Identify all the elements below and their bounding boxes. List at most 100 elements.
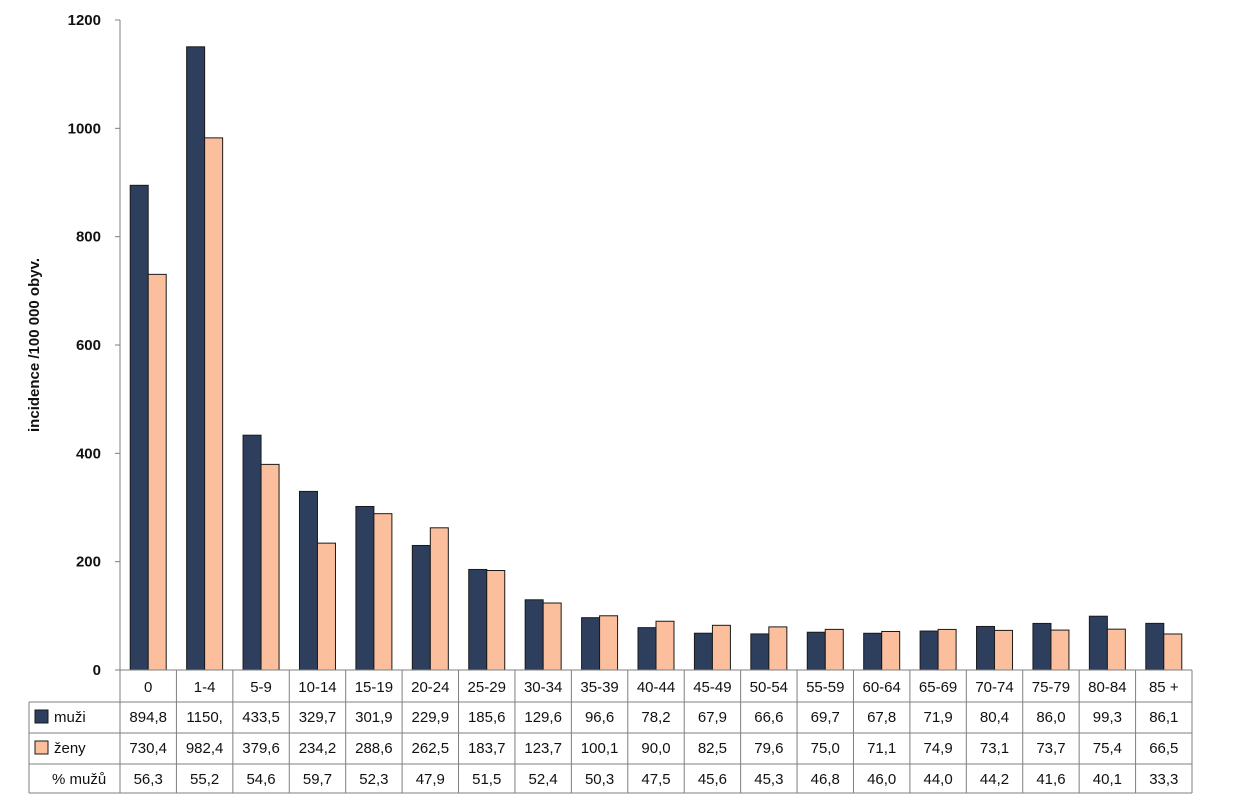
bar-muzi — [468, 568, 488, 671]
bar-zeny — [542, 602, 562, 671]
x-category-label: 5-9 — [250, 679, 272, 696]
x-category-label: 35-39 — [580, 679, 618, 696]
table-cell-value: 288,6 — [355, 740, 393, 757]
bar-muzi — [750, 633, 770, 671]
bar-muzi — [1032, 622, 1052, 671]
table-cell-value: 82,5 — [698, 740, 727, 757]
table-cell-value: 129,6 — [524, 709, 562, 726]
table-cell-value: 379,6 — [242, 740, 280, 757]
table-cell-value: 78,2 — [641, 709, 670, 726]
table-cell-value: 99,3 — [1093, 709, 1122, 726]
x-category-label: 80-84 — [1088, 679, 1126, 696]
table-cell-value: 301,9 — [355, 709, 393, 726]
table-cell-value: 50,3 — [585, 771, 614, 788]
table-cell-value: 33,3 — [1149, 771, 1178, 788]
bar-zeny — [994, 629, 1014, 671]
x-category-label: 20-24 — [411, 679, 449, 696]
table-cell-value: 56,3 — [134, 771, 163, 788]
x-category-label: 60-64 — [862, 679, 900, 696]
x-category-label: 45-49 — [693, 679, 731, 696]
table-cell-value: 123,7 — [524, 740, 562, 757]
legend-swatch-muzi — [34, 709, 49, 724]
table-cell-value: 86,0 — [1036, 709, 1065, 726]
table-cell-value: 46,0 — [867, 771, 896, 788]
bar-zeny — [1163, 633, 1183, 671]
y-tick-label: 800 — [76, 229, 101, 246]
table-cell-value: 67,9 — [698, 709, 727, 726]
table-cell-value: 183,7 — [468, 740, 506, 757]
bar-muzi — [129, 184, 149, 671]
x-category-label: 55-59 — [806, 679, 844, 696]
table-cell-value: 44,0 — [924, 771, 953, 788]
bars-layer — [129, 46, 1183, 671]
bar-zeny — [1106, 628, 1126, 671]
data-table: 0 1-4 5-9 10-14 15-19 20-24 25-29 30-34 35-39 40-… — [28, 669, 1193, 794]
table-cell-value: 75,0 — [811, 740, 840, 757]
legend-swatch-zeny — [34, 740, 49, 755]
bar-zeny — [881, 630, 901, 671]
table-cell-value: 86,1 — [1149, 709, 1178, 726]
table-cell-value: 262,5 — [412, 740, 450, 757]
x-category-label: 1-4 — [194, 679, 216, 696]
table-cell-value: 982,4 — [186, 740, 224, 757]
table-cell-value: 74,9 — [924, 740, 953, 757]
x-category-label: 25-29 — [468, 679, 506, 696]
bar-muzi — [298, 490, 318, 671]
bar-zeny — [260, 463, 280, 671]
table-cell-value: 69,7 — [811, 709, 840, 726]
bar-zeny — [768, 626, 788, 671]
table-cell-value: 71,9 — [924, 709, 953, 726]
bar-muzi — [806, 631, 826, 671]
table-cell-value: 1150, — [186, 709, 222, 726]
bar-muzi — [863, 632, 883, 671]
table-cell-value: 47,9 — [416, 771, 445, 788]
table-cell-value: 234,2 — [299, 740, 337, 757]
x-category-label: 65-69 — [919, 679, 957, 696]
bar-zeny — [316, 542, 336, 671]
x-category-label: 30-34 — [524, 679, 562, 696]
table-cell-value: 329,7 — [299, 709, 337, 726]
table-cell-value: 96,6 — [585, 709, 614, 726]
table-cell-value: 41,6 — [1036, 771, 1065, 788]
y-tick-label: 0 — [93, 662, 101, 679]
y-tick-label: 600 — [76, 337, 101, 354]
table-cell-value: 79,6 — [754, 740, 783, 757]
y-tick-label: 1000 — [68, 120, 101, 137]
bar-muzi — [1088, 615, 1108, 671]
table-cell-value: 73,7 — [1036, 740, 1065, 757]
y-tick-label: 1200 — [68, 12, 101, 29]
table-cell-value: 433,5 — [242, 709, 280, 726]
table-cell-value: 185,6 — [468, 709, 506, 726]
bar-muzi — [919, 630, 939, 671]
bar-zeny — [824, 628, 844, 671]
table-cell-value: 229,9 — [412, 709, 450, 726]
bar-muzi — [186, 46, 206, 671]
table-row-label: ženy — [54, 740, 86, 757]
bar-muzi — [411, 544, 431, 671]
bar-muzi — [581, 617, 601, 671]
table-cell-value: 66,5 — [1149, 740, 1178, 757]
x-category-label: 15-19 — [355, 679, 393, 696]
table-row-label: muži — [54, 709, 86, 726]
bar-zeny — [655, 620, 675, 671]
table-cell-value: 45,6 — [698, 771, 727, 788]
table-cell-value: 75,4 — [1093, 740, 1122, 757]
bar-muzi — [524, 599, 544, 671]
table-cell-value: 66,6 — [754, 709, 783, 726]
bar-zeny — [147, 273, 167, 671]
table-cell-value: 59,7 — [303, 771, 332, 788]
table-cell-value: 45,3 — [754, 771, 783, 788]
bar-zeny — [486, 569, 506, 671]
bar-zeny — [599, 615, 619, 671]
x-category-label: 0 — [144, 679, 152, 696]
table-cell-value: 40,1 — [1093, 771, 1122, 788]
bar-muzi — [242, 434, 262, 671]
x-category-label: 70-74 — [975, 679, 1013, 696]
bar-zeny — [429, 527, 449, 671]
table-cell-value: 44,2 — [980, 771, 1009, 788]
bar-zeny — [373, 513, 393, 671]
y-axis-label: incidence /100 000 obyv. — [26, 258, 43, 432]
x-category-label: 85 + — [1149, 679, 1179, 696]
